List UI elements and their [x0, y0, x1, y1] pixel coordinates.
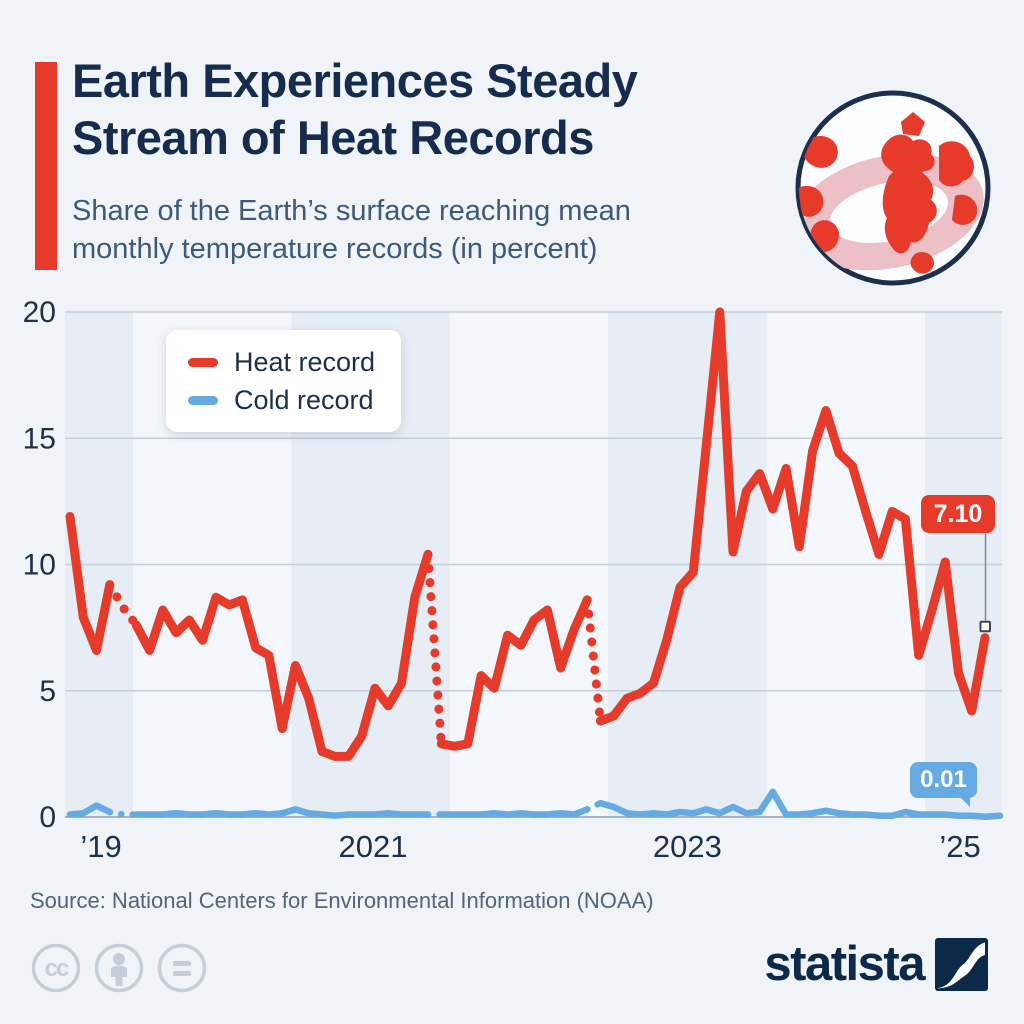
- heat-latest-value-badge: 7.10: [921, 495, 995, 533]
- y-tick-label: 20: [23, 296, 56, 329]
- attribution-person-icon: [94, 943, 144, 993]
- cc-icon: [31, 943, 81, 993]
- legend-label-heat: Heat record: [234, 346, 376, 377]
- legend-item-heat-record: Heat record: [188, 343, 375, 381]
- cold-latest-value-badge: 0.01: [910, 762, 977, 807]
- statista-logo-mark: [935, 937, 988, 991]
- x-tick-label: ’19: [80, 829, 121, 864]
- title-line-2: Stream of Heat Records: [72, 111, 594, 164]
- latest-point-marker: [979, 620, 992, 633]
- x-tick-label: 2023: [653, 829, 722, 864]
- x-tick-label: 2021: [339, 829, 408, 864]
- heat-record-dash-icon: [188, 357, 218, 367]
- chart-legend: Heat record Cold record: [166, 330, 402, 432]
- x-tick-label: ’25: [939, 829, 980, 864]
- legend-item-cold-record: Cold record: [188, 381, 375, 419]
- equals-icon: [157, 943, 207, 993]
- statista-logo: statista: [764, 936, 988, 992]
- statista-wordmark: statista: [764, 937, 925, 991]
- title-line-1: Earth Experiences Steady: [72, 54, 638, 107]
- y-tick-label: 10: [23, 549, 56, 582]
- subtitle-line-2: monthly temperature records (in percent): [72, 233, 598, 265]
- y-tick-label: 0: [39, 801, 56, 834]
- page-subtitle: Share of the Earth’s surface reaching me…: [72, 192, 631, 268]
- title-accent-bar: [35, 62, 57, 270]
- subtitle-line-1: Share of the Earth’s surface reaching me…: [72, 195, 631, 227]
- source-note: Source: National Centers for Environment…: [30, 888, 654, 913]
- license-icons: cc: [31, 943, 207, 993]
- globe-illustration: [795, 90, 991, 286]
- y-tick-label: 15: [23, 422, 56, 455]
- page-title: Earth Experiences Steady Stream of Heat …: [72, 52, 638, 166]
- cold-record-dash-icon: [188, 395, 218, 405]
- svg-text:cc: cc: [45, 955, 69, 982]
- legend-label-cold: Cold record: [234, 384, 374, 415]
- y-tick-label: 5: [39, 675, 56, 708]
